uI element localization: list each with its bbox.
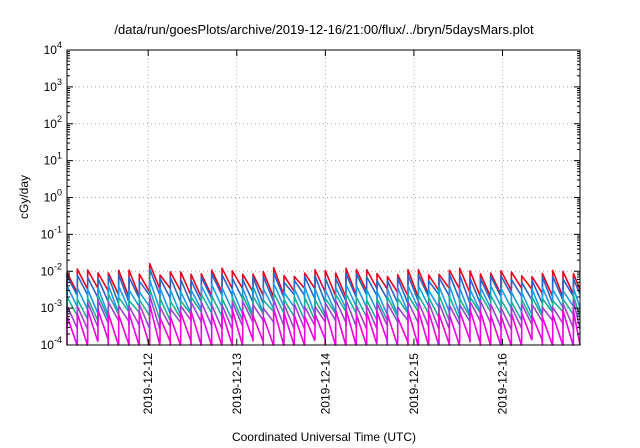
y-tick-label-base: 10: [44, 43, 58, 57]
x-tick-label: 2019-12-14: [318, 353, 332, 415]
y-tick-label-base: 10: [41, 227, 55, 241]
y-tick-label: 102: [44, 114, 62, 131]
x-tick-label: 2019-12-15: [407, 353, 421, 415]
x-tick-label: 2019-12-12: [141, 353, 155, 415]
axis-ticks: 10-410-310-210-11001011021031042019-12-1…: [41, 40, 580, 414]
chart-title: /data/run/goesPlots/archive/2019-12-16/2…: [114, 22, 534, 37]
x-tick-label: 2019-12-13: [230, 353, 244, 415]
y-tick-label: 10-1: [41, 224, 62, 241]
y-axis-label: cGy/day: [17, 175, 31, 219]
y-tick-label-exponent: 0: [57, 188, 62, 198]
y-tick-label-base: 10: [41, 301, 55, 315]
y-tick-label-exponent: 1: [57, 151, 62, 161]
x-axis-label: Coordinated Universal Time (UTC): [232, 430, 416, 444]
y-tick-label-exponent: 4: [57, 40, 62, 50]
y-tick-label: 10-2: [41, 261, 62, 278]
y-tick-label-base: 10: [41, 264, 55, 278]
y-tick-label-exponent: -2: [54, 261, 62, 271]
x-tick-label: 2019-12-16: [495, 353, 509, 415]
y-tick-label-base: 10: [44, 191, 58, 205]
plot-area: [66, 262, 581, 346]
y-tick-label-exponent: 3: [57, 77, 62, 87]
y-tick-label-base: 10: [44, 117, 58, 131]
y-tick-label-base: 10: [41, 338, 55, 352]
y-tick-label-exponent: 2: [57, 114, 62, 124]
y-tick-label: 10-3: [41, 298, 62, 315]
y-tick-label-exponent: -3: [54, 298, 62, 308]
grid: [67, 50, 580, 345]
y-tick-label: 100: [44, 188, 62, 205]
y-tick-label: 10-4: [41, 335, 62, 352]
y-tick-label: 103: [44, 77, 62, 94]
y-tick-label-base: 10: [44, 154, 58, 168]
y-tick-label: 101: [44, 151, 62, 168]
y-tick-label: 104: [44, 40, 62, 57]
y-tick-label-exponent: -4: [54, 335, 62, 345]
y-tick-label-base: 10: [44, 80, 58, 94]
y-tick-label-exponent: -1: [54, 224, 62, 234]
